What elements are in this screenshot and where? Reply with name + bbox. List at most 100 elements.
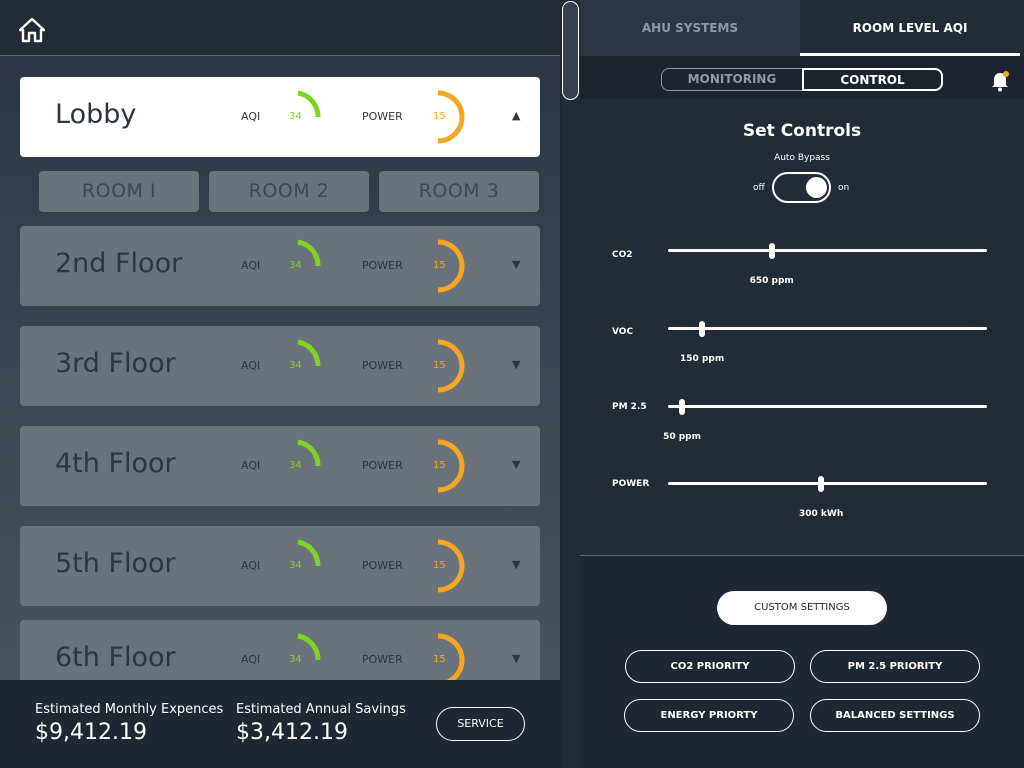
toggle-knob bbox=[806, 177, 827, 198]
power-label: POWER bbox=[362, 110, 403, 123]
power-slider-handle[interactable] bbox=[818, 476, 825, 492]
aqi-label: AQI bbox=[241, 110, 261, 123]
aqi-gauge bbox=[297, 339, 321, 367]
power-gauge bbox=[437, 539, 465, 593]
expand-caret-icon[interactable]: ▼ bbox=[512, 258, 521, 271]
power-value: 15 bbox=[433, 111, 446, 122]
pm25-slider-value: 50 ppm bbox=[663, 432, 701, 442]
custom-settings-button[interactable]: CUSTOM SETTINGS bbox=[717, 591, 887, 625]
power-gauge bbox=[437, 439, 465, 493]
energy-priority-button[interactable]: ENERGY PRIORTY bbox=[624, 699, 794, 732]
power-label: POWER bbox=[362, 259, 403, 272]
scrollbar-thumb[interactable] bbox=[562, 1, 579, 100]
set-controls-title: Set Controls bbox=[742, 121, 862, 141]
voc-slider-value: 150 ppm bbox=[680, 354, 725, 364]
service-button[interactable]: SERVICE bbox=[436, 707, 525, 741]
aqi-gauge bbox=[297, 633, 321, 661]
expand-caret-icon[interactable]: ▼ bbox=[512, 358, 521, 371]
estimates-footer: Estimated Monthly Expences $9,412.19 Est… bbox=[0, 680, 560, 768]
monthly-expenses-label: Estimated Monthly Expences bbox=[35, 702, 224, 717]
aqi-value: 34 bbox=[289, 360, 302, 371]
aqi-gauge bbox=[297, 539, 321, 567]
pm25-slider-handle[interactable] bbox=[679, 399, 686, 415]
subtab-control[interactable]: CONTROL bbox=[802, 68, 943, 91]
aqi-label: AQI bbox=[241, 459, 261, 472]
power-value: 15 bbox=[433, 654, 446, 665]
monthly-expenses-value: $9,412.19 bbox=[35, 720, 147, 745]
divider bbox=[580, 555, 1024, 556]
room-button-3[interactable]: ROOM 3 bbox=[379, 171, 539, 212]
floor-card-3rd[interactable]: 3rd Floor AQI 34 POWER 15 ▼ bbox=[20, 326, 540, 406]
subtab-bar: MONITORING CONTROL bbox=[580, 56, 1024, 98]
aqi-gauge bbox=[297, 239, 321, 267]
subtab-monitoring[interactable]: MONITORING bbox=[661, 68, 802, 91]
floor-name: 3rd Floor bbox=[55, 348, 176, 379]
aqi-value: 34 bbox=[289, 460, 302, 471]
pm25-priority-button[interactable]: PM 2.5 PRIORITY bbox=[810, 650, 980, 683]
power-value: 15 bbox=[433, 260, 446, 271]
power-value: 15 bbox=[433, 460, 446, 471]
top-bar bbox=[0, 0, 560, 56]
co2-slider-value: 650 ppm bbox=[749, 276, 794, 286]
control-panel: AHU SYSTEMS ROOM LEVEL AQI MONITORING CO… bbox=[580, 0, 1024, 768]
power-label: POWER bbox=[362, 459, 403, 472]
auto-bypass-label: Auto Bypass bbox=[774, 153, 830, 163]
home-icon[interactable] bbox=[19, 17, 45, 43]
expand-caret-icon[interactable]: ▼ bbox=[512, 652, 521, 665]
annual-savings-label: Estimated Annual Savings bbox=[236, 702, 406, 717]
aqi-label: AQI bbox=[241, 259, 261, 272]
annual-savings-value: $3,412.19 bbox=[236, 720, 348, 745]
aqi-value: 34 bbox=[289, 560, 302, 571]
power-gauge bbox=[437, 339, 465, 393]
co2-slider-handle[interactable] bbox=[768, 243, 775, 259]
co2-slider[interactable] bbox=[668, 243, 987, 259]
co2-slider-label: CO2 bbox=[612, 250, 633, 260]
auto-bypass-toggle[interactable] bbox=[772, 172, 831, 203]
floor-name: 4th Floor bbox=[55, 448, 176, 479]
power-label: POWER bbox=[362, 559, 403, 572]
expand-caret-icon[interactable]: ▼ bbox=[512, 558, 521, 571]
voc-slider-handle[interactable] bbox=[699, 321, 706, 337]
floor-name: 6th Floor bbox=[55, 642, 176, 673]
power-slider-label: POWER bbox=[612, 479, 650, 489]
aqi-label: AQI bbox=[241, 559, 261, 572]
tab-ahu-systems[interactable]: AHU SYSTEMS bbox=[580, 0, 800, 56]
pm25-slider-label: PM 2.5 bbox=[612, 402, 647, 412]
floor-list-panel: Lobby AQI 34 POWER 15 ▲ ROOM I ROOM 2 RO… bbox=[0, 0, 560, 768]
floor-name: 5th Floor bbox=[55, 548, 176, 579]
room-button-1[interactable]: ROOM I bbox=[39, 171, 199, 212]
aqi-label: AQI bbox=[241, 359, 261, 372]
power-value: 15 bbox=[433, 560, 446, 571]
voc-slider[interactable] bbox=[668, 321, 987, 337]
floor-card-lobby[interactable]: Lobby AQI 34 POWER 15 ▲ bbox=[20, 77, 540, 157]
aqi-gauge bbox=[297, 439, 321, 467]
room-button-2[interactable]: ROOM 2 bbox=[209, 171, 369, 212]
voc-slider-label: VOC bbox=[612, 327, 634, 337]
floor-card-4th[interactable]: 4th Floor AQI 34 POWER 15 ▼ bbox=[20, 426, 540, 506]
power-slider[interactable] bbox=[668, 476, 987, 492]
floor-name: Lobby bbox=[55, 99, 137, 130]
aqi-label: AQI bbox=[241, 653, 261, 666]
bell-icon[interactable] bbox=[990, 70, 1010, 92]
bypass-on-label: on bbox=[838, 183, 850, 193]
power-gauge bbox=[437, 239, 465, 293]
floor-card-2nd[interactable]: 2nd Floor AQI 34 POWER 15 ▼ bbox=[20, 226, 540, 306]
tab-room-level-aqi[interactable]: ROOM LEVEL AQI bbox=[800, 0, 1020, 56]
power-label: POWER bbox=[362, 359, 403, 372]
pm25-slider[interactable] bbox=[668, 399, 987, 415]
aqi-gauge bbox=[297, 90, 321, 118]
floor-card-5th[interactable]: 5th Floor AQI 34 POWER 15 ▼ bbox=[20, 526, 540, 606]
collapse-caret-icon[interactable]: ▲ bbox=[512, 109, 521, 122]
co2-priority-button[interactable]: CO2 PRIORITY bbox=[625, 650, 795, 683]
expand-caret-icon[interactable]: ▼ bbox=[512, 458, 521, 471]
power-label: POWER bbox=[362, 653, 403, 666]
aqi-value: 34 bbox=[289, 260, 302, 271]
scrollbar[interactable] bbox=[561, 0, 580, 768]
power-slider-value: 300 kWh bbox=[798, 509, 844, 519]
bypass-off-label: off bbox=[753, 183, 765, 193]
power-value: 15 bbox=[433, 360, 446, 371]
aqi-value: 34 bbox=[289, 111, 302, 122]
balanced-settings-button[interactable]: BALANCED SETTINGS bbox=[810, 699, 980, 732]
floor-name: 2nd Floor bbox=[55, 248, 183, 279]
power-gauge bbox=[437, 90, 465, 144]
